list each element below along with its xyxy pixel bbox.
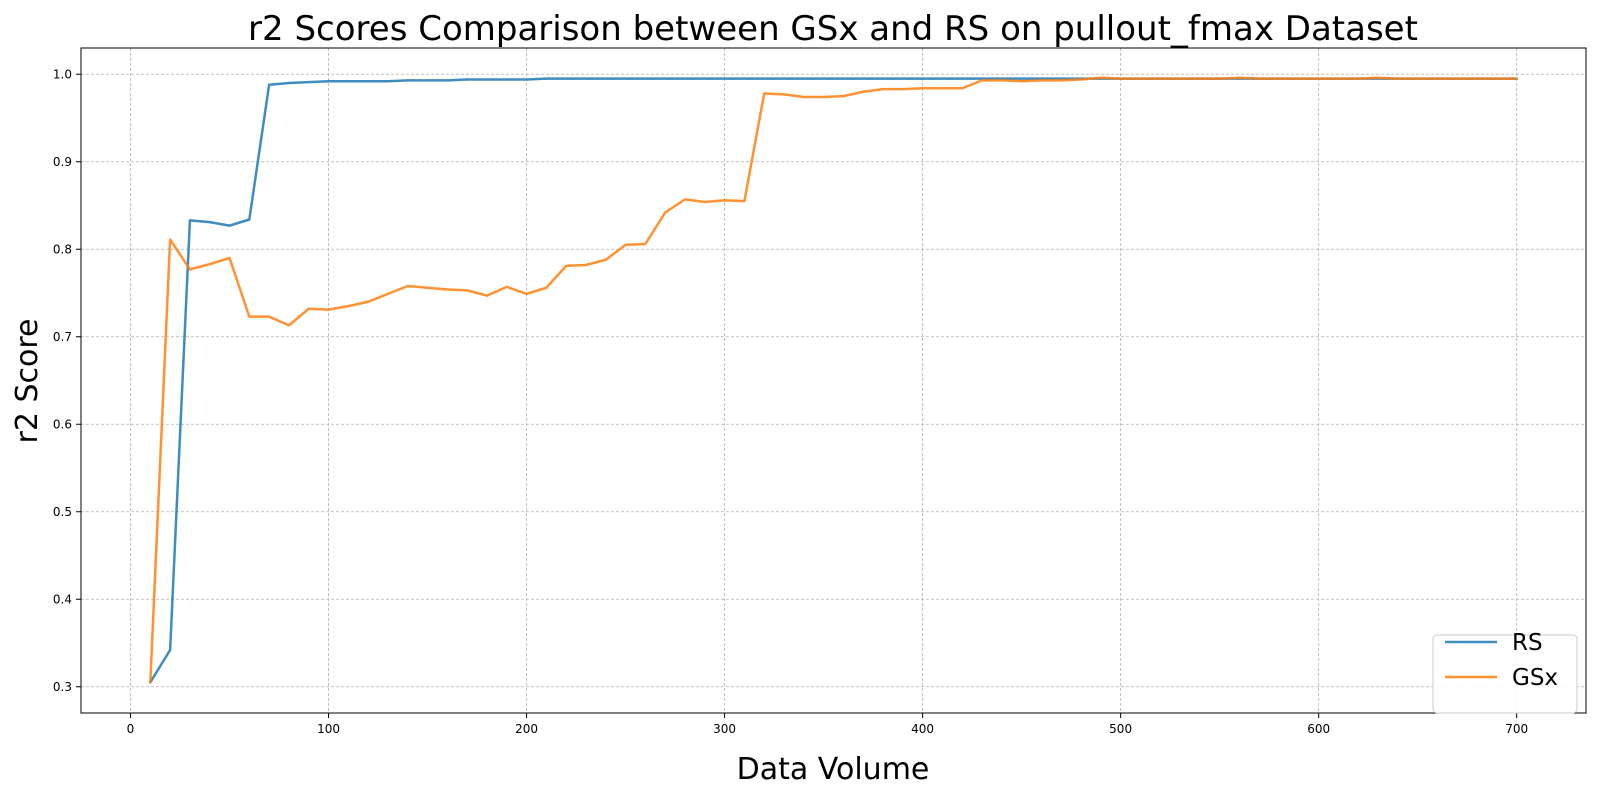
x-tick-label: 500 [1109,722,1132,736]
x-tick-label: 600 [1307,722,1330,736]
legend-label-gsx: GSx [1512,665,1558,691]
x-tick-label: 300 [713,722,736,736]
series-layer [149,76,1518,684]
y-tick-label: 0.3 [53,680,72,694]
series-line-rs [149,77,1518,684]
y-tick-label: 1.0 [53,67,72,81]
legend-box [1432,634,1578,714]
y-tick-label: 0.5 [53,505,72,519]
x-tick-label: 700 [1505,722,1528,736]
series-line-gsx [149,76,1518,684]
x-tick-label: 0 [127,722,135,736]
x-tick-label: 400 [911,722,934,736]
y-tick-label: 0.8 [53,242,72,256]
x-tick-label: 100 [317,722,340,736]
y-axis-label: r2 Score [10,319,45,444]
y-tick-label: 0.4 [53,592,72,606]
y-tick-label: 0.7 [53,330,72,344]
legend-label-rs: RS [1512,630,1543,656]
legend: RS GSx [1432,630,1578,714]
x-tick-label: 200 [515,722,538,736]
x-axis-label: Data Volume [737,752,930,787]
y-tick-label: 0.9 [53,155,72,169]
tick-layer: 0 100 200 300 400 500 600 700 0.3 0.4 0.5 0.6 0.7 0.8… [53,67,1528,736]
legend-items: RS GSx [1445,630,1558,691]
y-tick-label: 0.6 [53,417,72,431]
grid-layer [81,48,1586,713]
chart-title: r2 Scores Comparison between GSx and RS … [248,9,1418,49]
plot-frame [80,47,1587,714]
